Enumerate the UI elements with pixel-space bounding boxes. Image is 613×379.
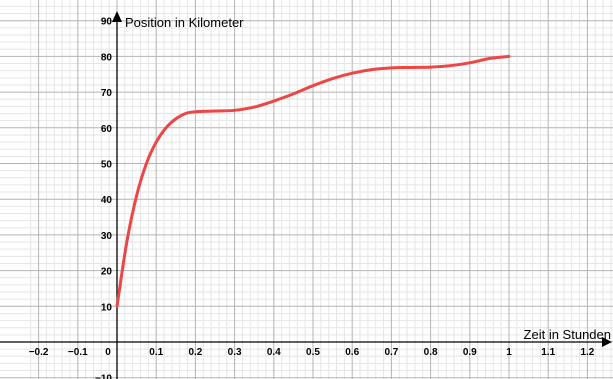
x-axis-arrow: [602, 337, 612, 347]
x-tick-label: 0.6: [345, 347, 359, 358]
y-tick-labels: −10 10 20 30 40 50 60 70 80 90: [95, 17, 112, 379]
x-tick-label: 0.9: [463, 347, 477, 358]
x-tick-label: 0.2: [188, 347, 202, 358]
y-tick-label: 20: [101, 267, 113, 278]
y-tick-label: 40: [101, 195, 113, 206]
x-tick-label: 1: [506, 347, 512, 358]
y-tick-label: −10: [95, 374, 112, 379]
y-tick-label: 70: [101, 88, 113, 99]
x-axis-label: Zeit in Stunden: [524, 327, 611, 342]
x-tick-label: 0.5: [306, 347, 320, 358]
x-tick-label: 1.1: [541, 347, 555, 358]
x-tick-label: 0.7: [384, 347, 398, 358]
x-tick-label: 1.2: [580, 347, 594, 358]
x-tick-labels: −0.2 −0.1 0 0.1 0.2 0.3 0.4 0.5 0.6 0.7 0.8 0.9 1 1.1…: [29, 347, 595, 358]
y-tick-label: 90: [101, 17, 113, 28]
x-tick-label: 0.3: [228, 347, 242, 358]
x-tick-label: 0: [105, 347, 111, 358]
y-tick-label: 30: [101, 231, 113, 242]
y-tick-label: 50: [101, 160, 113, 171]
y-tick-label: 60: [101, 124, 113, 135]
y-axis-label: Position in Kilometer: [125, 15, 244, 30]
x-tick-label: −0.1: [68, 347, 88, 358]
axes: [0, 11, 612, 379]
x-tick-label: 0.4: [267, 347, 281, 358]
x-tick-label: 0.8: [424, 347, 438, 358]
y-tick-label: 80: [101, 52, 113, 63]
y-axis-arrow: [112, 11, 122, 22]
series-line-position: [115, 54, 511, 308]
x-tick-label: −0.2: [29, 347, 49, 358]
y-tick-label: 10: [101, 302, 113, 313]
x-tick-label: 0.1: [149, 347, 163, 358]
